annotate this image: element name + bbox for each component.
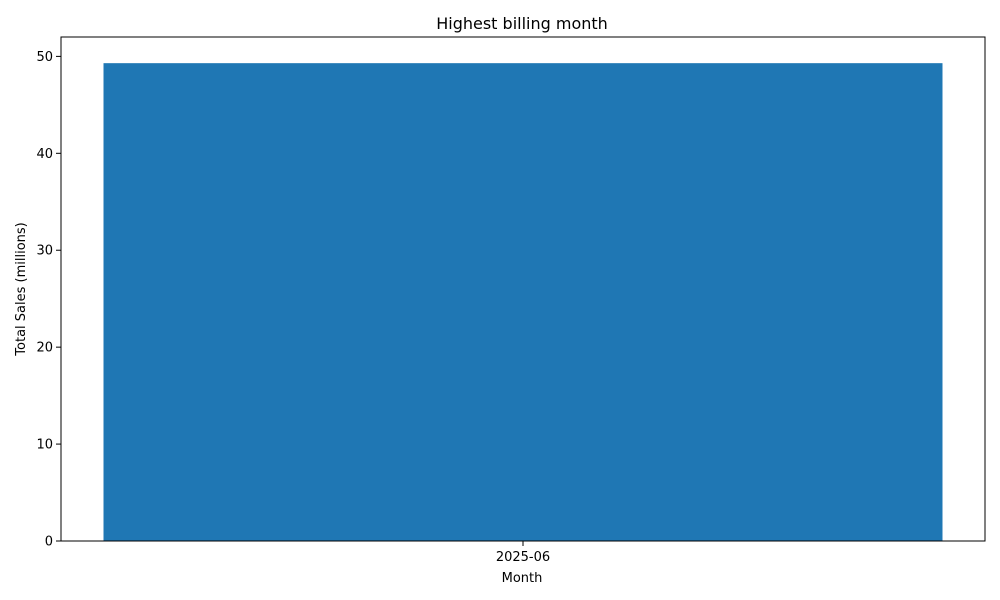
y-tick-label: 0 — [45, 535, 53, 550]
x-axis-label: Month — [502, 571, 543, 586]
y-tick-label: 30 — [36, 244, 53, 259]
y-axis-label: Total Sales (millions) — [14, 222, 29, 356]
bar-2025-06 — [103, 63, 943, 542]
plot-frame — [60, 36, 986, 542]
x-tick-label: 2025-06 — [496, 550, 550, 565]
chart-title: Highest billing month — [436, 14, 608, 33]
y-axis: 0 10 20 30 40 50 — [36, 50, 61, 550]
y-tick-label: 40 — [36, 147, 53, 162]
y-tick-label: 10 — [36, 438, 53, 453]
x-axis: 2025-06 — [496, 541, 550, 565]
y-tick-label: 50 — [36, 50, 53, 65]
bars-group — [103, 63, 943, 542]
y-tick-label: 20 — [36, 341, 53, 356]
